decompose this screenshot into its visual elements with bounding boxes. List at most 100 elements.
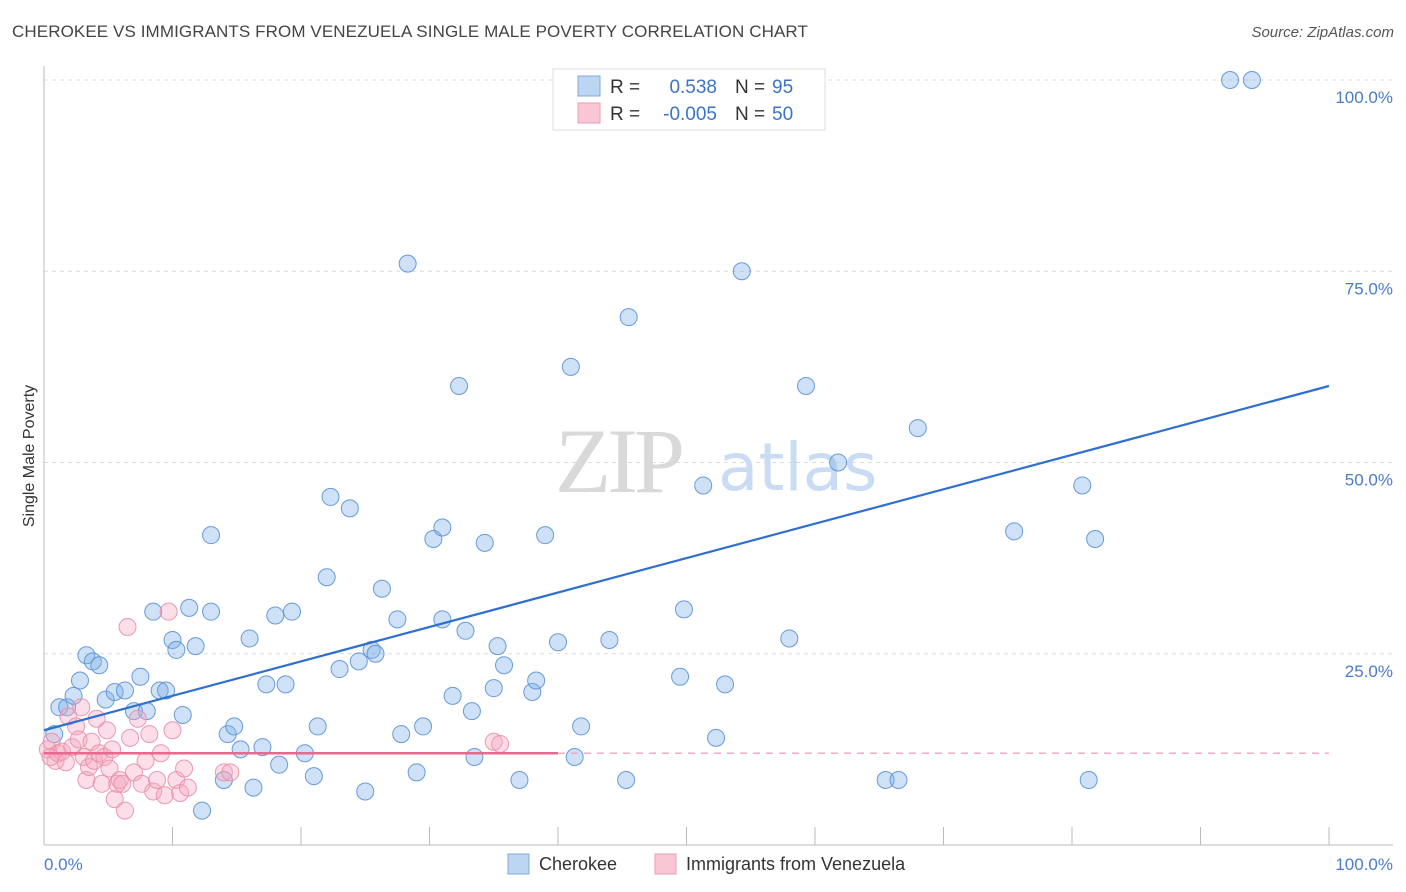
cherokee-point bbox=[407, 763, 426, 782]
venezuela-point bbox=[491, 735, 510, 754]
cherokee-point bbox=[186, 637, 205, 656]
venezuela-point bbox=[113, 774, 132, 793]
cherokee-point bbox=[1005, 522, 1024, 541]
legend-n-label-2: N = bbox=[735, 104, 765, 125]
cherokee-point bbox=[157, 681, 176, 700]
y-tick-labels: 25.0% 50.0% 75.0% 100.0% bbox=[1335, 88, 1393, 681]
cherokee-point bbox=[495, 656, 514, 675]
venezuela-point bbox=[155, 786, 174, 805]
legend-r-value-2: -0.005 bbox=[663, 104, 717, 125]
cherokee-point bbox=[317, 568, 336, 587]
x-tick-min: 0.0% bbox=[44, 855, 83, 874]
cherokee-point bbox=[214, 770, 233, 789]
venezuela-point bbox=[97, 721, 116, 740]
venezuela-point bbox=[105, 790, 124, 809]
cherokee-point bbox=[180, 598, 199, 617]
cherokee-point bbox=[276, 675, 295, 694]
cherokee-point bbox=[1079, 770, 1098, 789]
cherokee-point bbox=[889, 770, 908, 789]
cherokee-point bbox=[561, 357, 580, 376]
venezuela-point bbox=[115, 801, 134, 820]
venezuela-point bbox=[41, 748, 60, 767]
cherokee-point bbox=[266, 606, 285, 625]
cherokee-point bbox=[392, 725, 411, 744]
cherokee-point bbox=[1086, 530, 1105, 548]
cherokee-point bbox=[115, 681, 134, 700]
cherokee-point bbox=[202, 526, 221, 545]
x-tick-max: 100.0% bbox=[1335, 855, 1393, 874]
venezuela-point bbox=[56, 753, 75, 772]
cherokee-point bbox=[600, 630, 619, 649]
venezuela-point bbox=[59, 707, 78, 726]
cherokee-point bbox=[340, 499, 359, 518]
venezuela-point bbox=[118, 617, 137, 636]
cherokee-point bbox=[308, 717, 327, 736]
cherokee-point bbox=[829, 453, 848, 472]
cherokee-point bbox=[456, 621, 475, 640]
cherokee-point bbox=[732, 262, 751, 281]
cherokee-point bbox=[218, 725, 237, 744]
cherokee-point bbox=[330, 660, 349, 679]
data-points bbox=[38, 71, 1261, 820]
watermark-atlas: atlas bbox=[718, 429, 878, 506]
cherokee-point bbox=[131, 667, 150, 686]
cherokee-point bbox=[484, 679, 503, 698]
cherokee-point bbox=[527, 671, 546, 690]
cherokee-point bbox=[565, 748, 584, 767]
legend-n-value-1: 95 bbox=[772, 77, 793, 98]
venezuela-point bbox=[92, 774, 111, 793]
cherokee-point bbox=[414, 717, 433, 736]
y-tick-label-50: 50.0% bbox=[1345, 471, 1393, 490]
y-axis-label: Single Male Poverty bbox=[21, 385, 38, 527]
venezuela-point bbox=[79, 757, 98, 776]
cherokee-point bbox=[780, 629, 799, 648]
cherokee-point bbox=[167, 640, 186, 659]
chart-source: Source: ZipAtlas.com bbox=[1251, 24, 1394, 41]
bottom-legend-swatch-cherokee bbox=[507, 853, 530, 875]
cherokee-point bbox=[283, 602, 302, 621]
cherokee-point bbox=[144, 602, 163, 621]
venezuela-point bbox=[52, 742, 71, 761]
cherokee-point bbox=[388, 610, 407, 629]
bottom-legend-label-venezuela: Immigrants from Venezuela bbox=[686, 854, 906, 874]
cherokee-point bbox=[1221, 71, 1240, 89]
bottom-legend: Cherokee Immigrants from Venezuela bbox=[507, 853, 906, 875]
cherokee-point bbox=[465, 748, 484, 767]
legend-swatch-cherokee bbox=[577, 75, 601, 97]
bottom-legend-label-cherokee: Cherokee bbox=[539, 854, 617, 874]
venezuela-point bbox=[159, 602, 178, 621]
cherokee-point bbox=[50, 698, 69, 717]
cherokee-point bbox=[475, 533, 494, 552]
cherokee-point bbox=[671, 667, 690, 686]
cherokee-point bbox=[270, 755, 289, 774]
cherokee-point bbox=[225, 717, 244, 736]
cherokee-point bbox=[707, 728, 726, 747]
venezuela-point bbox=[221, 763, 240, 782]
cherokee-point bbox=[173, 705, 192, 724]
gridlines bbox=[44, 79, 1393, 655]
venezuela-point bbox=[121, 728, 140, 747]
cherokee-point bbox=[240, 629, 259, 648]
legend-n-label-1: N = bbox=[735, 77, 765, 98]
cherokee-point bbox=[674, 600, 693, 619]
venezuela-point bbox=[136, 751, 155, 770]
cherokee-point bbox=[572, 717, 591, 736]
venezuela-point bbox=[128, 709, 147, 728]
axes bbox=[43, 66, 1393, 846]
venezuela-point bbox=[175, 759, 194, 778]
y-tick-label-25: 25.0% bbox=[1345, 662, 1393, 681]
legend-r-value-1: 0.538 bbox=[669, 77, 717, 98]
venezuela-point bbox=[163, 721, 182, 740]
cherokee-point bbox=[1073, 476, 1092, 495]
legend-r-label-1: R = bbox=[610, 77, 640, 98]
cherokee-point bbox=[510, 770, 529, 789]
cherokee-point bbox=[619, 308, 638, 327]
cherokee-point bbox=[908, 419, 927, 438]
venezuela-point bbox=[63, 738, 82, 757]
legend-swatch-venezuela bbox=[577, 102, 601, 124]
y-tick-label-100: 100.0% bbox=[1335, 88, 1393, 107]
cherokee-point bbox=[443, 686, 462, 705]
legend-box: R = 0.538 N = 95 R = -0.005 N = 50 bbox=[552, 68, 826, 131]
venezuela-point bbox=[72, 698, 91, 717]
